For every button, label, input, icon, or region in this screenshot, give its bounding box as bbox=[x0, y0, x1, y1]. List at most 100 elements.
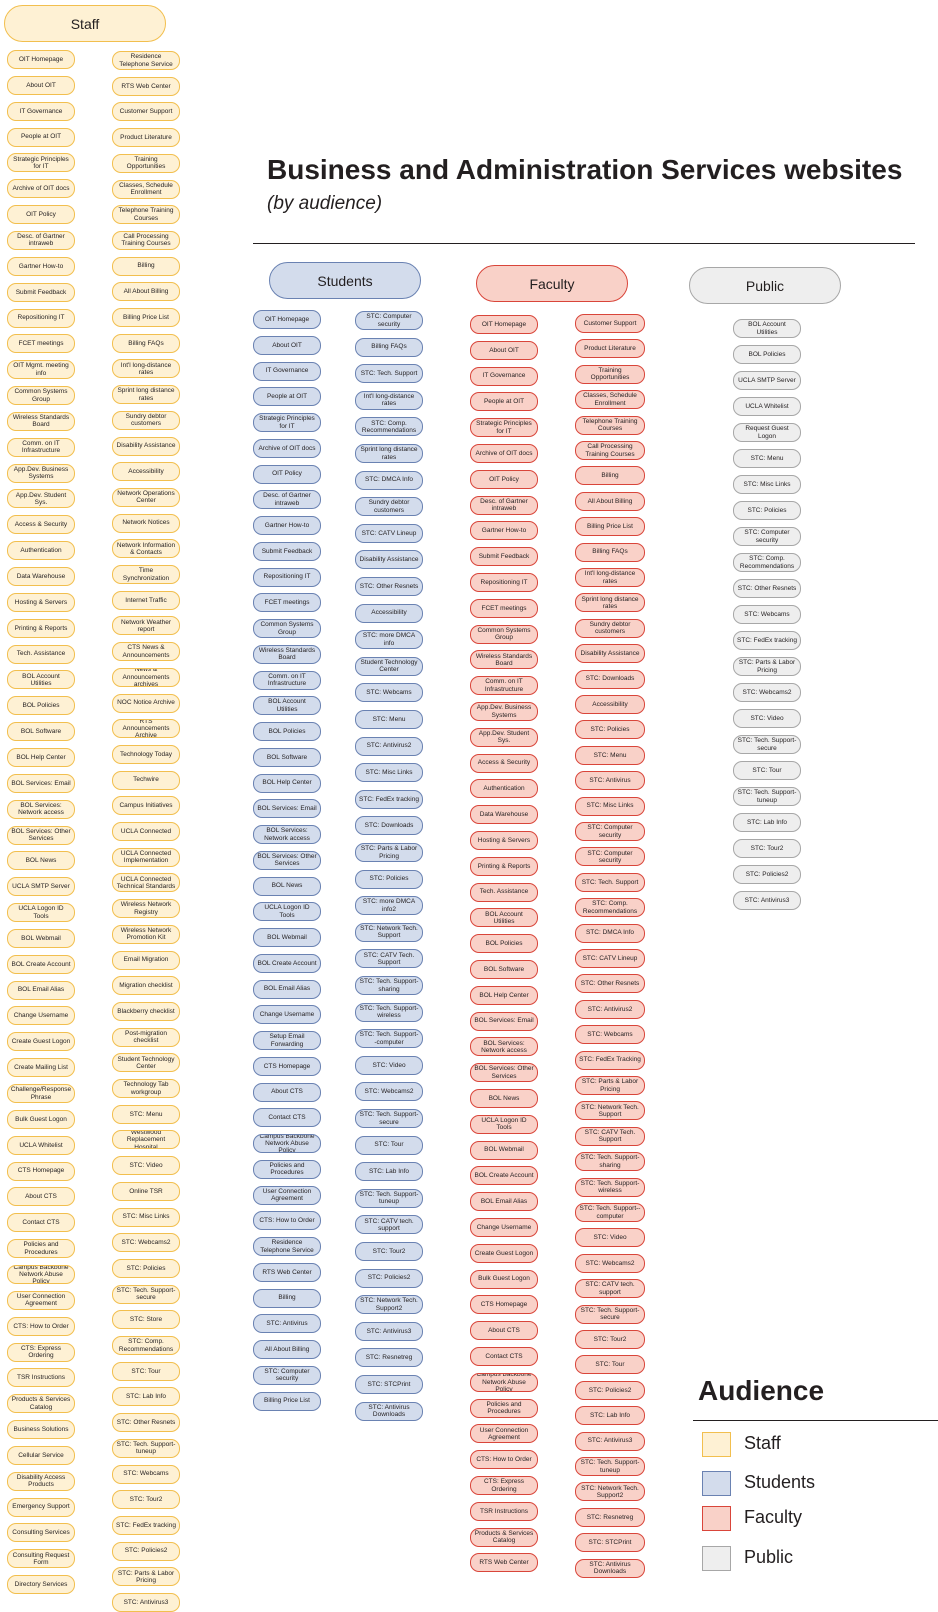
students-site-node: STC: Tech. Support-tuneup bbox=[355, 1188, 423, 1208]
staff-site-node: CTS News & Announcements bbox=[112, 642, 180, 662]
students-site-node: BOL News bbox=[253, 876, 321, 896]
faculty-site-node: STC: Policies2 bbox=[575, 1380, 645, 1400]
faculty-site-node: STC: Antivirus Downloads bbox=[575, 1558, 645, 1578]
staff-site-node: FCET meetings bbox=[7, 334, 75, 354]
faculty-site-node: Classes, Schedule Enrollment bbox=[575, 390, 645, 410]
students-header: Students bbox=[269, 262, 421, 299]
legend-title: Audience bbox=[698, 1375, 825, 1406]
faculty-site-node: BOL Services: Email bbox=[470, 1011, 538, 1031]
faculty-site-node: STC: Comp. Recommendations bbox=[575, 898, 645, 918]
public-site-node: UCLA SMTP Server bbox=[733, 371, 801, 390]
staff-site-node: Challenge/Response Phrase bbox=[7, 1084, 75, 1103]
staff-site-node: Common Systems Group bbox=[7, 386, 75, 406]
students-site-node: STC: Comp. Recommendations bbox=[355, 417, 423, 437]
faculty-site-node: STC: Network Tech. Support bbox=[575, 1101, 645, 1121]
faculty-site-node: STC: Tour bbox=[575, 1355, 645, 1375]
students-site-node: STC: more DMCA info bbox=[355, 630, 423, 650]
students-site-node: STC: Lab Info bbox=[355, 1162, 423, 1182]
faculty-site-node: STC: Webcams2 bbox=[575, 1253, 645, 1273]
faculty-site-node: Wireless Standards Board bbox=[470, 650, 538, 670]
students-site-node: Residence Telephone Service bbox=[253, 1237, 321, 1256]
legend-label: Public bbox=[744, 1547, 794, 1567]
faculty-site-node: Create Guest Logon bbox=[470, 1243, 538, 1263]
faculty-header: Faculty bbox=[476, 265, 628, 302]
faculty-site-node: STC: Tech. Support-sharing bbox=[575, 1152, 645, 1172]
public-site-node: STC: Tour2 bbox=[733, 839, 801, 858]
staff-site-node: STC: Parts & Labor Pricing bbox=[112, 1567, 180, 1587]
staff-site-node: UCLA Connected Implementation bbox=[112, 847, 180, 867]
faculty-site-node: App.Dev. Student Sys. bbox=[470, 727, 538, 747]
staff-site-node: Network Weather report bbox=[112, 616, 180, 636]
legend-swatch bbox=[702, 1546, 731, 1571]
faculty-site-node: Training Opportunities bbox=[575, 364, 645, 384]
staff-site-node: RTS Web Center bbox=[112, 76, 180, 96]
legend-divider bbox=[693, 1420, 938, 1421]
students-site-node: STC: more DMCA info2 bbox=[355, 896, 423, 916]
faculty-site-node: Hosting & Servers bbox=[470, 831, 538, 850]
staff-site-node: STC: Store bbox=[112, 1310, 180, 1330]
students-site-node: Desc. of Gartner intraweb bbox=[253, 490, 321, 510]
staff-site-node: Billing Price List bbox=[112, 308, 180, 327]
faculty-header-label: Faculty bbox=[529, 275, 575, 292]
students-site-node: RTS Web Center bbox=[253, 1262, 321, 1282]
staff-site-node: Business Solutions bbox=[7, 1420, 75, 1440]
faculty-site-node: RTS Web Center bbox=[470, 1553, 538, 1573]
staff-site-node: Wireless Network Promotion Kit bbox=[112, 924, 180, 944]
faculty-site-node: STC: Tech. Support-tuneup bbox=[575, 1457, 645, 1476]
students-site-node: Sprint long distance rates bbox=[355, 444, 423, 463]
students-site-node: STC: Tech. Support--computer bbox=[355, 1029, 423, 1049]
staff-site-node: STC: Misc Links bbox=[112, 1207, 180, 1227]
staff-site-node: OIT Homepage bbox=[7, 50, 75, 69]
faculty-site-node: STC: Webcams bbox=[575, 1025, 645, 1045]
staff-site-node: Post-migration checklist bbox=[112, 1027, 180, 1047]
students-site-node: People at OIT bbox=[253, 387, 321, 407]
staff-site-node: STC: Policies bbox=[112, 1258, 180, 1278]
legend-label: Staff bbox=[744, 1433, 781, 1453]
students-site-node: Int'l long-distance rates bbox=[355, 390, 423, 410]
students-site-node: STC: Computer security bbox=[355, 311, 423, 330]
faculty-site-node: Desc. of Gartner intraweb bbox=[470, 495, 538, 515]
public-site-node: STC: Other Resnets bbox=[733, 579, 801, 598]
students-site-node: Common Systems Group bbox=[253, 619, 321, 638]
students-site-node: STC: Menu bbox=[355, 710, 423, 729]
staff-site-node: Tech. Assistance bbox=[7, 644, 75, 664]
staff-site-node: Technology Tab workgroup bbox=[112, 1079, 180, 1098]
public-site-node: BOL Policies bbox=[733, 345, 801, 364]
students-site-node: Change Username bbox=[253, 1005, 321, 1025]
staff-header: Staff bbox=[4, 5, 166, 42]
faculty-site-node: Sprint long distance rates bbox=[575, 593, 645, 613]
public-site-node: STC: Misc Links bbox=[733, 475, 801, 494]
faculty-site-node: Products & Services Catalog bbox=[470, 1527, 538, 1547]
staff-site-node: BOL Services: Email bbox=[7, 773, 75, 793]
staff-site-node: About OIT bbox=[7, 75, 75, 95]
faculty-site-node: Data Warehouse bbox=[470, 805, 538, 825]
students-site-node: About OIT bbox=[253, 335, 321, 355]
faculty-site-node: Access & Security bbox=[470, 753, 538, 773]
students-site-node: STC: FedEx tracking bbox=[355, 789, 423, 809]
students-site-node: STC: Parts & Labor Pricing bbox=[355, 843, 423, 862]
students-site-node: BOL Policies bbox=[253, 722, 321, 741]
title-divider bbox=[253, 243, 915, 244]
students-site-node: BOL Services: Network access bbox=[253, 825, 321, 844]
legend-swatch bbox=[702, 1471, 731, 1496]
students-site-node: UCLA Logon ID Tools bbox=[253, 902, 321, 922]
students-site-node: BOL Account Utilities bbox=[253, 696, 321, 716]
staff-site-node: BOL Services: Other Services bbox=[7, 825, 75, 845]
staff-site-node: Consulting Services bbox=[7, 1523, 75, 1543]
staff-site-node: UCLA Whitelist bbox=[7, 1135, 75, 1155]
staff-site-node: Blackberry checklist bbox=[112, 1001, 180, 1021]
staff-site-node: Archive of OIT docs bbox=[7, 179, 75, 199]
staff-site-node: Products & Services Catalog bbox=[7, 1394, 75, 1414]
students-site-node: Billing Price List bbox=[253, 1391, 321, 1411]
faculty-site-node: Customer Support bbox=[575, 314, 645, 333]
faculty-site-node: Archive of OIT docs bbox=[470, 444, 538, 463]
staff-site-node: Accessibility bbox=[112, 462, 180, 482]
staff-site-node: BOL Policies bbox=[7, 696, 75, 716]
students-site-node: All About Billing bbox=[253, 1340, 321, 1359]
faculty-site-node: STC: Computer security bbox=[575, 822, 645, 841]
staff-site-node: Sprint long distance rates bbox=[112, 385, 180, 405]
faculty-site-node: BOL Account Utilities bbox=[470, 908, 538, 928]
staff-site-node: STC: Tour2 bbox=[112, 1490, 180, 1510]
faculty-site-node: STC: CATV Tech. Support bbox=[575, 1126, 645, 1146]
staff-site-node: Emergency Support bbox=[7, 1497, 75, 1517]
